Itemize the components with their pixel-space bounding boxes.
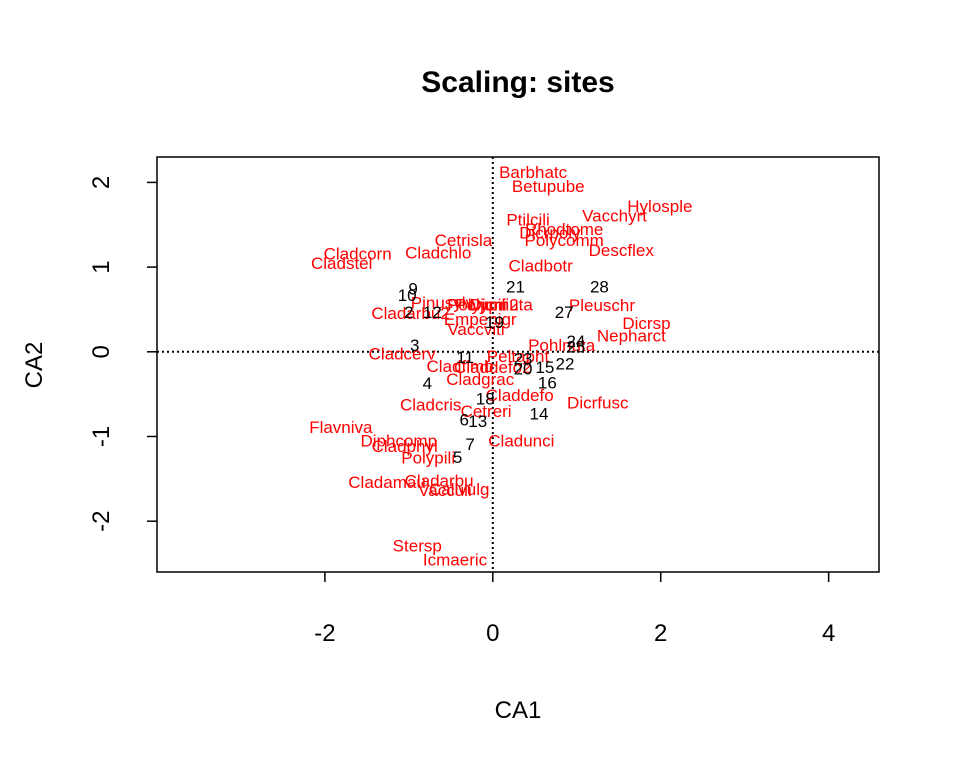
species-label: Polycomm	[524, 231, 603, 250]
species-label: Ptilcili	[506, 211, 549, 230]
species-label: Pleuschr	[569, 296, 635, 315]
species-label: Cladarbu	[405, 472, 474, 491]
plot-box	[156, 156, 880, 573]
species-label: Cladgrac	[446, 370, 515, 389]
species-label: Cladphyl	[372, 437, 438, 456]
species-label: Cladcorn	[324, 245, 392, 264]
site-label: 3	[410, 336, 419, 355]
site-label: 14	[530, 405, 549, 424]
x-tick-label: 4	[822, 620, 835, 647]
species-label: Descflex	[589, 241, 655, 260]
species-label: Hylosple	[627, 197, 692, 216]
species-label: Cladcerv	[369, 344, 437, 363]
site-label: 27	[555, 303, 574, 322]
species-label: Diphcomp	[361, 432, 438, 451]
site-label: 13	[468, 412, 487, 431]
species-label: Nepharct	[597, 327, 666, 346]
site-label: 5	[453, 448, 462, 467]
species-label: Dicrnuta	[470, 295, 534, 314]
species-label: Pohlnuta	[528, 336, 596, 355]
x-tick-label: 2	[654, 620, 667, 647]
species-label: Flavniva	[309, 418, 373, 437]
x-axis-title: CA1	[495, 697, 542, 724]
species-label: Icmaeric	[423, 550, 488, 569]
species-label: Cladamau	[348, 473, 426, 492]
species-label: Polyjuni	[447, 295, 507, 314]
species-label: Barbhatc	[499, 163, 568, 182]
species-label: Cladarbu2	[371, 304, 449, 323]
species-label: Cladchlo	[405, 244, 471, 263]
site-label: 16	[538, 373, 557, 392]
species-label: Cladcris	[400, 395, 461, 414]
species-label: Cladbotr	[509, 256, 574, 275]
site-label: 7	[465, 435, 474, 454]
chart-title: Scaling: sites	[421, 66, 614, 99]
species-label: Dicrfusc	[567, 394, 629, 413]
site-label: 23	[514, 350, 533, 369]
site-label: 18	[476, 389, 495, 408]
species-label: Vaccviti	[447, 320, 504, 339]
site-label: 9	[408, 279, 417, 298]
species-label: Empenigr	[444, 310, 517, 329]
site-label: 6	[460, 411, 469, 430]
species-label: Pinusylv	[411, 294, 475, 313]
y-axis: -2 -1 0 1 2	[88, 176, 157, 532]
species-label: Cladstel	[311, 254, 372, 273]
x-axis: -2 0 2 4	[314, 572, 835, 647]
y-tick-label: -1	[88, 426, 115, 447]
species-label: Stersp	[393, 537, 442, 556]
y-tick-label: 1	[88, 260, 115, 273]
species-label: Polypili	[401, 449, 455, 468]
species-label: Cladunci	[488, 432, 554, 451]
site-label: 21	[506, 278, 525, 297]
y-tick-label: -2	[88, 511, 115, 532]
species-label: Cladfimb	[427, 357, 494, 376]
site-label: 11	[456, 348, 474, 367]
x-tick-label: 0	[486, 620, 499, 647]
site-label: 4	[423, 374, 432, 393]
species-label: Vacculi	[418, 481, 472, 500]
species-label: Cetreri	[461, 402, 512, 421]
species-label: Cetrisla	[435, 231, 493, 250]
site-label: 2	[404, 303, 413, 322]
species-label: Betupube	[512, 177, 585, 196]
site-label: 20	[514, 360, 533, 379]
site-label: 10	[398, 286, 417, 305]
species-label: Dicrsp	[622, 314, 670, 333]
y-axis-title: CA2	[21, 342, 48, 389]
species-label: Polypili2	[455, 295, 518, 314]
x-tick-label: -2	[314, 620, 335, 647]
species-label: Rhodtome	[525, 220, 603, 239]
species-label: Claddefo2	[454, 358, 532, 377]
y-tick-label: 2	[88, 176, 115, 189]
y-tick-label: 0	[88, 345, 115, 358]
site-label: 24	[566, 332, 585, 351]
species-label: Vacchyrt	[582, 206, 647, 225]
site-label: 28	[590, 278, 609, 297]
reference-lines	[157, 157, 879, 572]
site-label: 19	[485, 313, 504, 332]
plot-frame	[156, 156, 880, 573]
species-label: Dicrpoly	[519, 223, 581, 242]
site-label: 22	[556, 355, 575, 374]
site-label: 15	[535, 358, 554, 377]
species-label: Peltapht	[487, 347, 550, 366]
species-label: Claddefo	[486, 386, 554, 405]
species-label: Callvulg	[429, 480, 489, 499]
site-label: 12	[423, 303, 442, 322]
site-label: 25	[566, 338, 585, 357]
